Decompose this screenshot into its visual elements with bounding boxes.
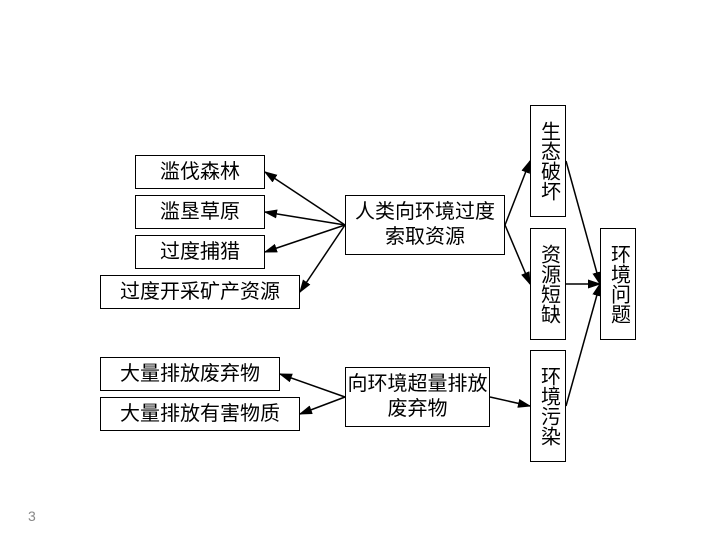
node-label: 大量排放有害物质	[120, 402, 280, 427]
node-b2: 大量排放有害物质	[100, 397, 300, 431]
node-a3: 过度捕猎	[135, 235, 265, 269]
edge-c1-a4	[300, 225, 345, 292]
edge-c1-a2	[265, 212, 345, 225]
node-label: 环境问题	[606, 244, 631, 324]
node-d2: 资源短缺	[530, 228, 566, 340]
node-b1: 大量排放废弃物	[100, 357, 280, 391]
node-a1: 滥伐森林	[135, 155, 265, 189]
node-label: 过度捕猎	[160, 240, 240, 265]
node-label: 滥伐森林	[160, 160, 240, 185]
diagram-canvas: 滥伐森林 滥垦草原 过度捕猎 过度开采矿产资源 大量排放废弃物 大量排放有害物质…	[0, 0, 720, 540]
node-d3: 环境污染	[530, 350, 566, 462]
node-d1: 生态破坏	[530, 105, 566, 217]
node-label: 向环境超量排放废弃物	[346, 372, 489, 422]
node-c2: 向环境超量排放废弃物	[345, 367, 490, 427]
edge-d3-e1	[566, 284, 600, 406]
page-number: 3	[28, 508, 36, 524]
edge-c2-b1	[280, 374, 345, 397]
node-label: 滥垦草原	[160, 200, 240, 225]
edge-c1-a1	[265, 172, 345, 225]
edge-d1-e1	[566, 161, 600, 284]
edge-c1-d1	[505, 161, 530, 225]
node-label: 环境污染	[536, 366, 561, 446]
edge-c1-a3	[265, 225, 345, 252]
edge-c1-d2	[505, 225, 530, 284]
node-label: 资源短缺	[536, 244, 561, 324]
node-label: 生态破坏	[536, 121, 561, 201]
edge-c2-d3	[490, 397, 530, 406]
node-label: 大量排放废弃物	[120, 362, 260, 387]
node-a2: 滥垦草原	[135, 195, 265, 229]
node-c1: 人类向环境过度索取资源	[345, 195, 505, 255]
node-label: 人类向环境过度索取资源	[346, 200, 504, 250]
node-e1: 环境问题	[600, 228, 636, 340]
node-label: 过度开采矿产资源	[120, 280, 280, 305]
node-a4: 过度开采矿产资源	[100, 275, 300, 309]
page-number-text: 3	[28, 508, 36, 524]
edge-c2-b2	[300, 397, 345, 414]
